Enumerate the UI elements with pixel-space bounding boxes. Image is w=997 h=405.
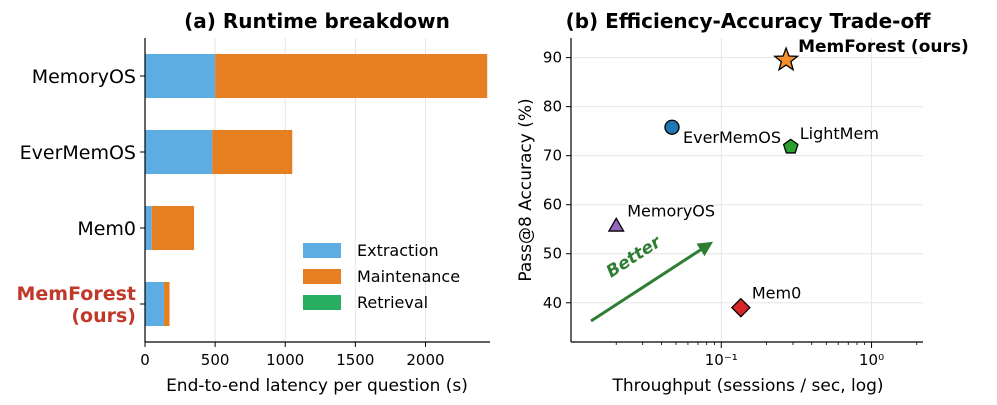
- point-label-lightmem: LightMem: [800, 124, 879, 143]
- tradeoff-y-tick-label: 50: [543, 245, 562, 263]
- point-memoryos: [607, 216, 625, 232]
- point-mem0: [730, 297, 751, 318]
- tradeoff-x-ticks: 10⁻¹ 10⁰: [615, 342, 918, 369]
- point-label-memforest-ours: MemForest (ours): [798, 37, 969, 57]
- bar-maintenance-memforest-ours: [163, 281, 170, 327]
- bar-extraction-memforest-ours: [145, 281, 164, 327]
- legend-swatch-retrieval: [303, 295, 341, 310]
- legend-swatch-extraction: [303, 243, 341, 258]
- runtime-axes: [144, 38, 490, 343]
- bar-extraction-evermemos: [145, 129, 213, 175]
- runtime-category-labels: MemoryOS EverMemOS Mem0 MemForest(ours): [16, 66, 145, 327]
- runtime-x-tick-label: 2000: [406, 351, 444, 369]
- runtime-x-tick-label: 500: [201, 351, 230, 369]
- bar-extraction-memoryos: [145, 53, 216, 99]
- point-label-memoryos: MemoryOS: [627, 201, 715, 220]
- tradeoff-axes: [570, 38, 923, 343]
- runtime-x-axis-label: End-to-end latency per question (s): [166, 376, 468, 396]
- category-label-memforest: MemForest: [16, 283, 136, 305]
- bar-maintenance-evermemos: [212, 129, 293, 175]
- tradeoff-point-labels: MemForest (ours) EverMemOS LightMem MemoryO…: [627, 37, 969, 303]
- category-label-memforest: (ours): [71, 305, 136, 327]
- bar-maintenance-mem0: [151, 205, 195, 251]
- tradeoff-panel: (b) Efficiency-Accuracy Trade-off 40 50 60…: [516, 9, 969, 396]
- runtime-breakdown-title: (a) Runtime breakdown: [184, 9, 450, 33]
- better-arrow: [590, 241, 714, 323]
- category-label-evermemos: EverMemOS: [20, 142, 136, 164]
- bar-extraction-mem0: [145, 205, 152, 251]
- tradeoff-x-axis-label: Throughput (sessions / sec, log): [611, 376, 883, 396]
- tradeoff-y-tick-label: 60: [543, 196, 562, 214]
- runtime-x-ticks: 0 500 1000 1500 2000: [140, 342, 445, 369]
- runtime-bars: [145, 53, 488, 327]
- runtime-breakdown-panel: (a) Runtime breakdown MemoryOSEverMemOSM…: [16, 9, 490, 396]
- legend-label-extraction: Extraction: [357, 241, 439, 260]
- tradeoff-y-tick-label: 90: [543, 49, 562, 67]
- tradeoff-y-axis-label: Pass@8 Accuracy (%): [516, 98, 536, 281]
- point-label-evermemos: EverMemOS: [683, 128, 781, 147]
- legend-label-retrieval: Retrieval: [357, 293, 428, 312]
- better-label: Better: [603, 232, 666, 283]
- category-label-memoryos: MemoryOS: [32, 66, 136, 88]
- runtime-legend: Extraction Maintenance Retrieval: [303, 241, 460, 312]
- tradeoff-x-tick-label: 10⁻¹: [705, 351, 738, 369]
- tradeoff-y-ticks: 40 50 60 70 80 90: [543, 49, 571, 312]
- category-label-mem0: Mem0: [77, 218, 136, 240]
- point-evermemos: [664, 119, 680, 135]
- tradeoff-y-tick-label: 80: [543, 98, 562, 116]
- tradeoff-y-tick-label: 70: [543, 147, 562, 165]
- runtime-x-tick-label: 1000: [266, 351, 304, 369]
- tradeoff-y-tick-label: 40: [543, 294, 562, 312]
- runtime-x-tick-label: 0: [140, 351, 150, 369]
- better-annotation: Better: [590, 232, 714, 323]
- legend-label-maintenance: Maintenance: [357, 267, 460, 286]
- bar-maintenance-memoryos: [215, 53, 488, 99]
- tradeoff-title: (b) Efficiency-Accuracy Trade-off: [566, 9, 932, 33]
- tradeoff-x-tick-label: 10⁰: [859, 351, 884, 369]
- point-label-mem0: Mem0: [752, 284, 801, 303]
- point-memforest-ours: [772, 46, 800, 72]
- legend-swatch-maintenance: [303, 269, 341, 284]
- point-lightmem: [782, 138, 799, 154]
- tradeoff-points: [607, 46, 800, 318]
- tradeoff-gridlines: [571, 38, 923, 342]
- runtime-x-tick-label: 1500: [336, 351, 374, 369]
